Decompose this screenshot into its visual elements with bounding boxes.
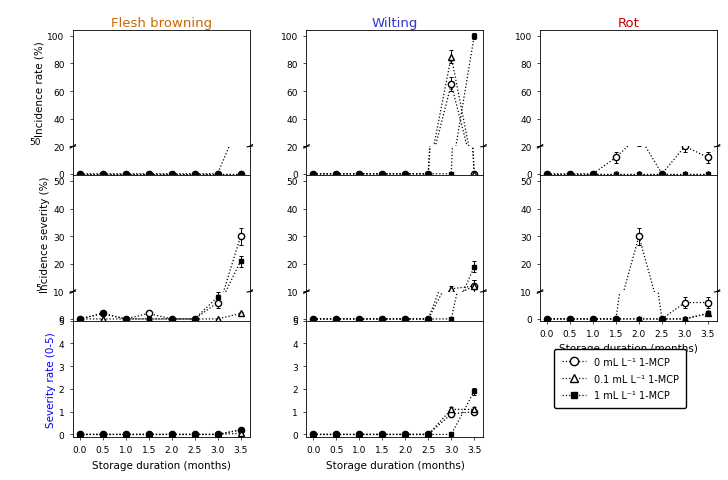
Text: 50: 50 xyxy=(29,138,41,147)
Y-axis label: Severity rate (0-5): Severity rate (0-5) xyxy=(46,331,56,427)
Title: Wilting: Wilting xyxy=(372,17,418,30)
Title: Flesh browning: Flesh browning xyxy=(111,17,212,30)
Title: Rot: Rot xyxy=(617,17,639,30)
Y-axis label: Incidence severity (%): Incidence severity (%) xyxy=(40,176,50,292)
X-axis label: Storage duration (months): Storage duration (months) xyxy=(92,460,231,469)
Y-axis label: Incidence rate (%): Incidence rate (%) xyxy=(34,41,44,137)
X-axis label: Storage duration (months): Storage duration (months) xyxy=(559,344,698,354)
X-axis label: Storage duration (months): Storage duration (months) xyxy=(325,460,464,469)
Text: 5: 5 xyxy=(35,283,41,292)
Legend: 0 mL L⁻¹ 1-MCP, 0.1 mL L⁻¹ 1-MCP, 1 mL L⁻¹ 1-MCP: 0 mL L⁻¹ 1-MCP, 0.1 mL L⁻¹ 1-MCP, 1 mL L… xyxy=(554,349,687,408)
